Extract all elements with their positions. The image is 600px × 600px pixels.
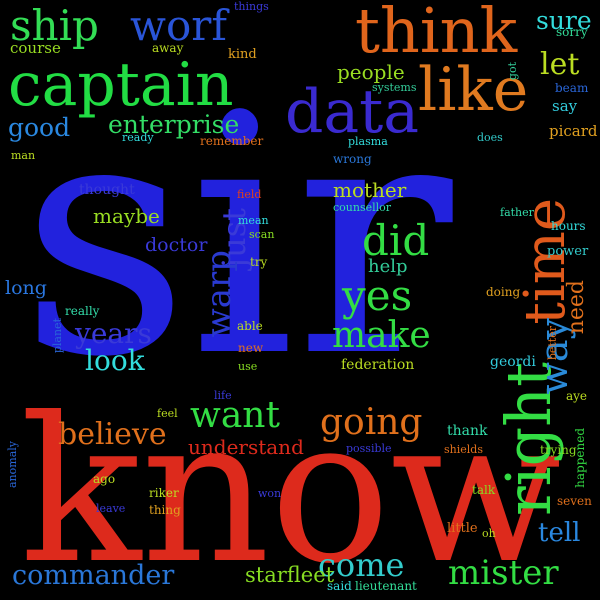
word-make: make xyxy=(332,315,431,356)
word-happened: happened xyxy=(573,428,587,488)
word-sure: sure xyxy=(536,6,592,35)
word-oh: oh xyxy=(482,527,496,540)
word-away: away xyxy=(152,41,184,55)
word-things: things xyxy=(234,0,269,13)
word-new: new xyxy=(238,341,264,355)
word-try: try xyxy=(250,255,268,269)
word-long: long xyxy=(5,277,47,299)
word-like: like xyxy=(418,55,529,125)
word-shields: shields xyxy=(444,443,483,456)
word-doctor: doctor xyxy=(145,234,208,256)
word-believe: believe xyxy=(58,417,167,452)
word-won: won xyxy=(258,487,282,500)
word-ready: ready xyxy=(122,131,154,144)
word-think: think xyxy=(355,0,518,67)
word-let: let xyxy=(540,47,580,82)
word-seven: seven xyxy=(557,494,592,508)
word-geordi: geordi xyxy=(490,354,536,370)
word-man: man xyxy=(11,149,36,162)
word-better: better xyxy=(546,326,559,361)
word-yes: yes xyxy=(342,271,413,320)
word-hours: hours xyxy=(551,219,586,233)
word-years: years xyxy=(75,317,152,350)
word-life: life xyxy=(214,389,232,402)
word-aye: aye xyxy=(566,389,588,403)
word-thing: thing xyxy=(149,503,181,517)
word-commander: commander xyxy=(12,560,175,591)
word-remember: remember xyxy=(200,134,264,148)
word-going: going xyxy=(320,402,423,443)
word-thought: thought xyxy=(79,182,135,198)
word-know: know xyxy=(20,375,562,600)
word-sorry: sorry xyxy=(556,25,588,39)
word-ago: ago xyxy=(93,472,116,486)
word-captain: captain xyxy=(8,50,234,120)
word-need: need xyxy=(564,280,589,335)
word-trying: trying xyxy=(540,443,577,457)
word-field: field xyxy=(237,188,262,201)
word-mean: mean xyxy=(238,214,269,227)
word-father: father xyxy=(500,206,534,219)
word-tell: tell xyxy=(538,518,581,548)
word-doing: doing xyxy=(486,285,521,299)
word-come: come xyxy=(318,546,405,584)
word-sir: sir xyxy=(20,45,453,429)
word-lieutenant: lieutenant xyxy=(355,579,417,593)
word-federation: federation xyxy=(341,357,415,373)
word-look: look xyxy=(85,344,145,377)
word-warp: warp xyxy=(199,250,239,338)
word-power: power xyxy=(547,244,589,259)
word-counsellor: counsellor xyxy=(333,201,392,214)
word-beam: beam xyxy=(555,81,589,95)
word-got: got xyxy=(506,62,519,81)
word-good: good xyxy=(8,113,71,142)
word-systems: systems xyxy=(372,81,417,94)
word-worf: worf xyxy=(130,1,227,50)
word-starfleet: starfleet xyxy=(245,563,335,587)
word-kind: kind xyxy=(228,47,257,62)
word-maybe: maybe xyxy=(93,204,160,228)
word-scan: scan xyxy=(249,228,275,241)
word-mother: mother xyxy=(333,178,407,202)
word-ship: ship xyxy=(10,1,99,50)
word-did: did xyxy=(362,216,430,265)
word-course: course xyxy=(10,39,61,57)
word-help: help xyxy=(368,256,408,277)
word-feel: feel xyxy=(157,407,178,420)
word-planet: planet xyxy=(51,318,64,354)
word-said: said xyxy=(327,579,352,593)
word-want: want xyxy=(190,395,280,436)
word-wrong: wrong xyxy=(333,152,372,166)
word-enterprise: enterprise xyxy=(108,110,240,139)
word-mister: mister xyxy=(448,553,559,593)
word-thank: thank xyxy=(447,423,488,439)
word-people: people xyxy=(337,60,405,84)
word-really: really xyxy=(65,304,100,318)
word-plasma: plasma xyxy=(348,135,388,148)
word-riker: riker xyxy=(149,486,179,500)
word-data: data xyxy=(285,77,420,147)
word-picard: picard xyxy=(549,122,598,140)
word-does: does xyxy=(477,131,503,144)
word-little: little xyxy=(447,521,478,536)
word-use: use xyxy=(238,360,258,373)
word-anomaly: anomaly xyxy=(6,441,19,488)
word-able: able xyxy=(237,319,263,333)
word-leave: leave xyxy=(96,502,126,515)
word-talk: talk xyxy=(472,483,496,497)
word-possible: possible xyxy=(346,442,392,455)
word-say: say xyxy=(552,97,578,115)
word-understand: understand xyxy=(188,435,304,459)
